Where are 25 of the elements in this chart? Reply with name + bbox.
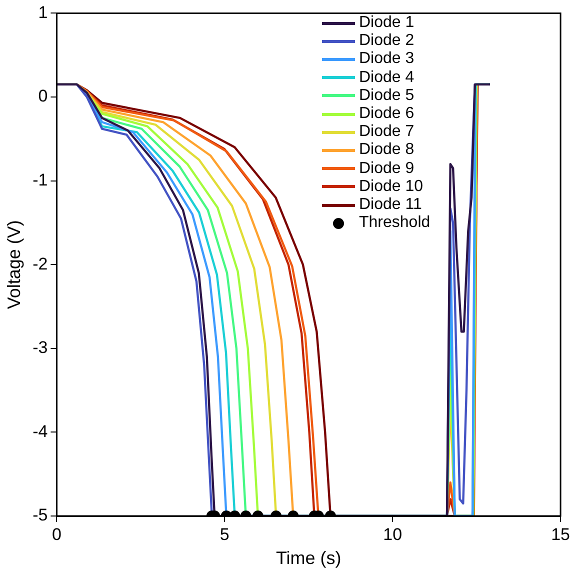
- x-tick-label: 15: [551, 524, 570, 544]
- legend-label: Diode 10: [359, 178, 424, 196]
- x-axis-title: Time (s): [276, 548, 342, 568]
- legend-label: Threshold: [359, 214, 430, 232]
- y-tick-label: -5: [32, 506, 48, 525]
- legend-label: Diode 8: [359, 141, 414, 160]
- y-tick-label: -2: [32, 254, 48, 274]
- y-tick-label: -3: [32, 338, 48, 358]
- y-tick-label: -1: [32, 170, 48, 190]
- legend-label: Diode 7: [359, 123, 414, 142]
- y-tick-label: 1: [38, 2, 48, 22]
- legend-label: Diode 5: [359, 86, 414, 106]
- legend-label: Diode 9: [359, 160, 414, 178]
- legend-label: Diode 3: [359, 50, 414, 69]
- x-tick-label: 0: [52, 524, 62, 544]
- legend-label: Diode 4: [359, 68, 414, 87]
- legend-label: Diode 6: [359, 105, 414, 124]
- y-axis-title: Voltage (V): [4, 220, 24, 310]
- x-tick-label: 5: [220, 524, 230, 544]
- legend-label: Diode 2: [359, 32, 414, 50]
- x-tick-label: 10: [383, 524, 402, 544]
- y-tick-label: 0: [38, 86, 48, 106]
- legend-label: Diode 1: [359, 14, 414, 32]
- y-tick-label: -4: [32, 422, 48, 441]
- legend-label: Diode 11: [359, 196, 422, 214]
